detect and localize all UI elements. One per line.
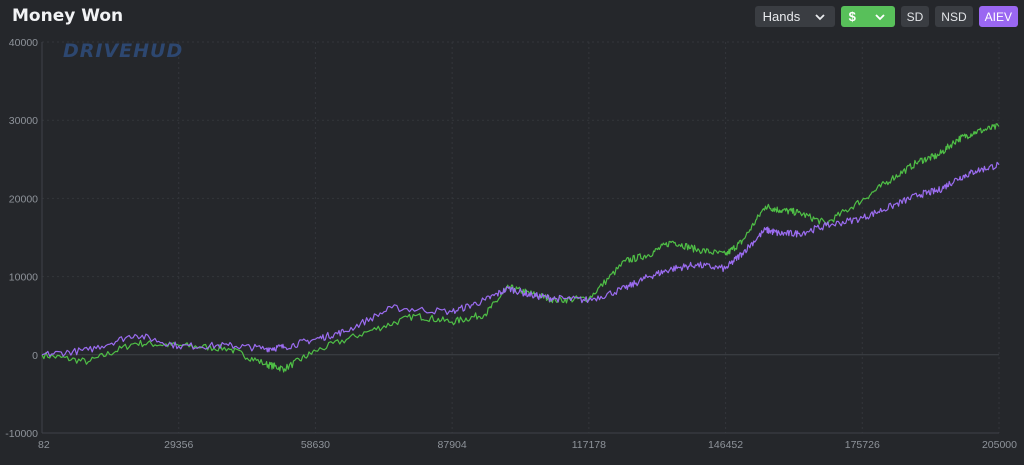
y-axis-ticks: 40000 30000 20000 10000 0 -10000 <box>5 37 38 440</box>
x-tick-label: 175726 <box>845 439 880 451</box>
y-tick-label: -10000 <box>5 428 38 440</box>
y-tick-label: 0 <box>32 350 38 362</box>
x-tick-label: 82 <box>38 439 50 451</box>
x-tick-label: 205000 <box>982 439 1017 451</box>
x-tick-label: 117178 <box>572 439 606 451</box>
x-axis-select-value: Hands <box>762 9 801 24</box>
unit-select[interactable]: $ <box>840 6 895 27</box>
x-tick-label: 87904 <box>438 439 467 451</box>
header: Money Won Hands $ SD NSD AIEV <box>0 0 1024 34</box>
chevron-down-icon <box>814 13 825 20</box>
chevron-down-icon <box>874 13 885 20</box>
nsd-button[interactable]: NSD <box>935 6 973 27</box>
x-tick-label: 146452 <box>708 439 743 451</box>
y-tick-label: 30000 <box>9 115 38 127</box>
aiev-button[interactable]: AIEV <box>978 6 1018 27</box>
x-tick-label: 29356 <box>164 439 193 451</box>
page-title: Money Won <box>12 6 124 26</box>
unit-select-value: $ <box>848 9 856 24</box>
x-axis-select[interactable]: Hands <box>754 6 835 27</box>
x-tick-label: 58630 <box>301 439 330 451</box>
y-tick-label: 40000 <box>9 37 38 49</box>
chart-controls: Hands $ SD NSD AIEV <box>754 6 1018 27</box>
chart-series <box>41 123 1000 373</box>
sd-button[interactable]: SD <box>900 6 930 27</box>
y-tick-label: 20000 <box>9 193 38 205</box>
chart-grid <box>41 41 1000 434</box>
aiev-series-line <box>41 161 1000 357</box>
x-axis-ticks: 82 29356 58630 87904 117178 146452 175726 20500… <box>38 439 1017 451</box>
watermark-logo: DRIVEHUD <box>63 40 184 62</box>
y-tick-label: 10000 <box>9 272 38 284</box>
money-won-series-line <box>41 123 1000 373</box>
